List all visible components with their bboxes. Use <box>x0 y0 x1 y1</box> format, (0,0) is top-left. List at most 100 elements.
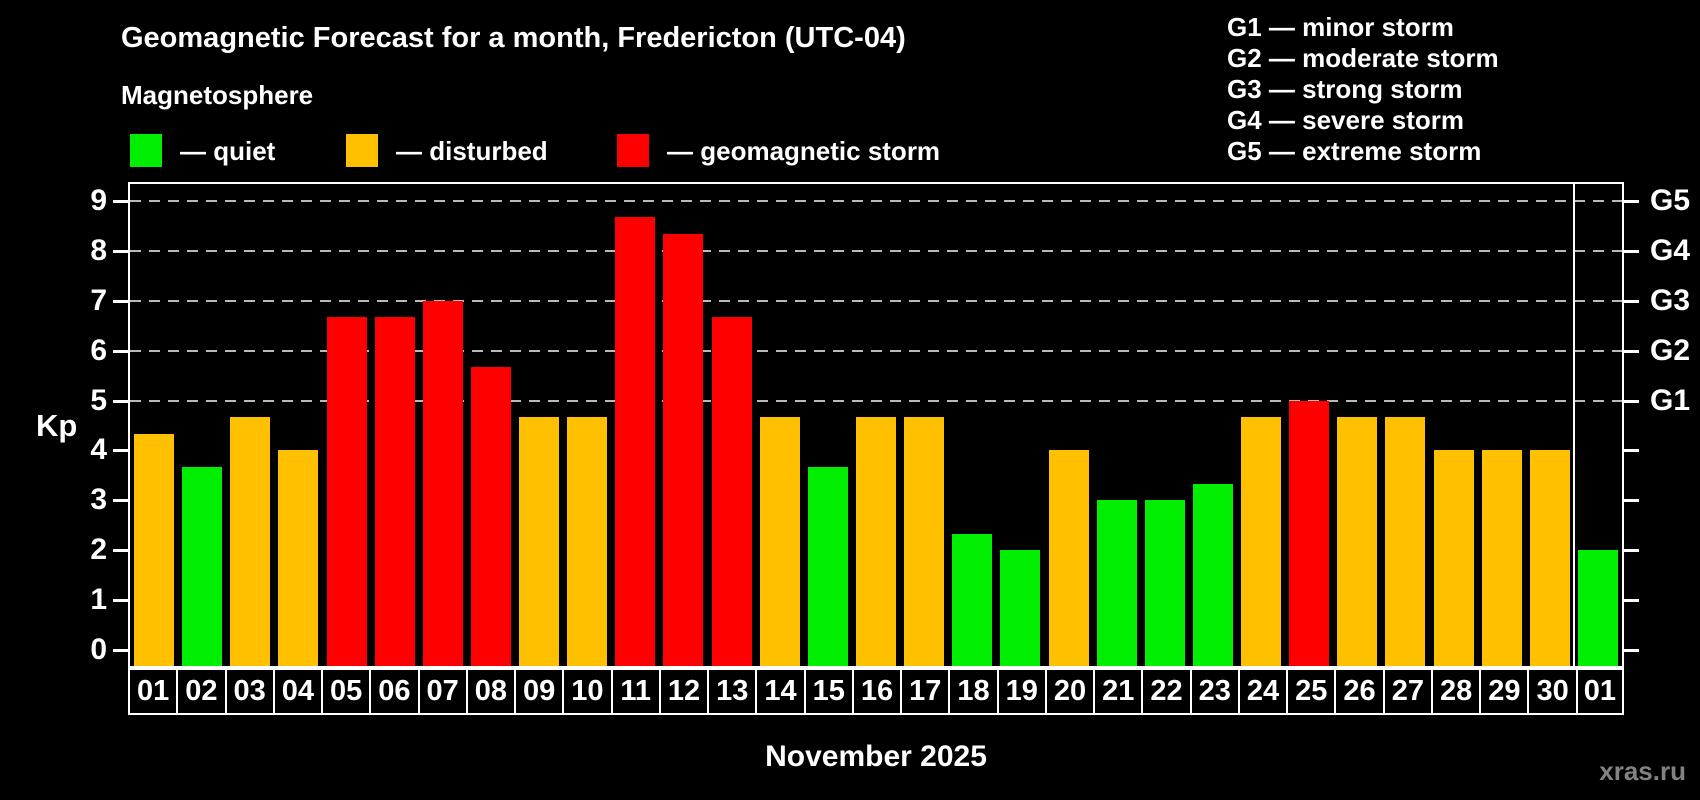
x-axis-day-labels: 01 02 03 04 05 06 07 08 09 10 11 12 13 14 15 16 17 18 19 20… <box>128 668 1624 715</box>
y-tick-left-7 <box>113 299 128 303</box>
bar-day-12 <box>663 234 704 666</box>
g-legend-line-G1: G1 — minor storm <box>1227 12 1454 42</box>
month-boundary-line <box>1572 184 1575 666</box>
x-label-29: 29 <box>1479 668 1530 715</box>
legend-swatch-quiet <box>130 134 162 167</box>
y-tick-left-3 <box>113 499 128 503</box>
x-label-14: 14 <box>755 668 806 715</box>
x-label-15: 15 <box>803 668 854 715</box>
bar-day-13 <box>711 317 752 666</box>
bar-day-16 <box>856 417 896 666</box>
bar-day-20 <box>1048 450 1089 666</box>
bar-day-02 <box>182 466 223 666</box>
g-scale-legend: G1 — minor storm G2 — moderate storm G3 — … <box>1227 12 1499 167</box>
legend-swatch-disturbed <box>346 134 378 167</box>
x-label-07: 07 <box>417 668 468 715</box>
legend-label-storm: — geomagnetic storm <box>667 136 941 166</box>
chart-title: Geomagnetic Forecast for a month, Freder… <box>121 22 906 54</box>
g-legend-line-G3: G3 — strong storm <box>1227 74 1463 104</box>
x-label-26: 26 <box>1334 668 1385 715</box>
x-label-09: 09 <box>514 668 565 715</box>
x-label-03: 03 <box>224 668 275 715</box>
y-tick-right-2 <box>1624 549 1639 553</box>
bar-day-26 <box>1337 417 1378 666</box>
bar-day-14 <box>759 417 800 666</box>
y-tick-left-4 <box>113 449 128 453</box>
y-tick-left-6 <box>113 349 128 353</box>
y-tick-left-9 <box>113 199 128 203</box>
bar-day-08 <box>470 367 511 666</box>
gridline-kp9 <box>130 199 1622 202</box>
g-legend-line-G4: G4 — severe storm <box>1227 105 1465 135</box>
x-label-10: 10 <box>562 668 613 715</box>
gridline-kp6 <box>130 349 1622 352</box>
g-legend-line-G2: G2 — moderate storm <box>1227 43 1499 73</box>
x-label-02: 02 <box>176 668 227 715</box>
bar-day-04 <box>278 450 319 666</box>
x-label-next-01: 01 <box>1575 668 1624 715</box>
y-tick-label-1: 1 <box>90 583 107 617</box>
gridline-kp7 <box>130 299 1622 302</box>
bar-day-11 <box>615 217 656 666</box>
bar-day-30 <box>1529 450 1570 666</box>
x-label-27: 27 <box>1382 668 1433 715</box>
y-tick-left-0 <box>113 649 128 653</box>
x-axis-month-label: November 2025 <box>765 740 987 773</box>
y-tick-label-6: 6 <box>90 333 107 367</box>
y-tick-left-2 <box>113 549 128 553</box>
bar-day-03 <box>230 417 271 666</box>
x-label-21: 21 <box>1093 668 1144 715</box>
bar-day-21 <box>1096 500 1137 666</box>
y-tick-left-8 <box>113 249 128 253</box>
y-tick-right-6 <box>1624 349 1639 353</box>
x-label-20: 20 <box>1044 668 1096 715</box>
bar-day-09 <box>519 417 560 666</box>
y-tick-left-5 <box>113 399 128 403</box>
x-label-08: 08 <box>465 668 517 715</box>
g-axis-label-G3: G3 <box>1650 283 1691 317</box>
bar-day-24 <box>1241 417 1282 666</box>
y-tick-right-8 <box>1624 249 1639 253</box>
y-tick-label-4: 4 <box>90 433 107 467</box>
bar-day-17 <box>904 417 945 666</box>
bar-day-18 <box>952 533 993 666</box>
g-axis-label-G5: G5 <box>1650 183 1691 217</box>
y-tick-right-1 <box>1624 599 1639 603</box>
x-label-01: 01 <box>128 668 179 715</box>
bar-day-01 <box>1577 550 1618 666</box>
x-label-24: 24 <box>1237 668 1289 715</box>
x-label-23: 23 <box>1189 668 1240 715</box>
x-label-30: 30 <box>1527 668 1578 715</box>
legend-label-disturbed: — disturbed <box>396 136 548 166</box>
y-tick-right-9 <box>1624 199 1639 203</box>
chart-subtitle: Magnetosphere <box>121 80 314 110</box>
x-label-22: 22 <box>1141 668 1192 715</box>
y-tick-right-5 <box>1624 399 1639 403</box>
bar-day-10 <box>567 417 608 666</box>
bar-day-01 <box>134 433 175 666</box>
bar-day-23 <box>1192 483 1233 666</box>
x-label-13: 13 <box>707 668 758 715</box>
bar-day-25 <box>1289 400 1330 666</box>
bar-day-28 <box>1433 450 1474 666</box>
y-tick-label-5: 5 <box>90 383 107 417</box>
g-axis-label-G1: G1 <box>1650 383 1691 417</box>
legend-swatch-storm <box>617 134 649 167</box>
g-legend-line-G5: G5 — extreme storm <box>1227 136 1482 166</box>
g-axis-label-G4: G4 <box>1650 233 1691 267</box>
x-label-17: 17 <box>900 668 951 715</box>
y-tick-right-3 <box>1624 499 1639 503</box>
y-tick-label-3: 3 <box>90 483 107 517</box>
x-label-11: 11 <box>610 668 661 715</box>
y-axis-title: Kp <box>36 408 78 443</box>
bar-day-06 <box>374 317 415 666</box>
x-label-05: 05 <box>321 668 372 715</box>
bar-day-15 <box>807 466 848 666</box>
y-tick-label-9: 9 <box>90 183 107 217</box>
y-tick-label-8: 8 <box>90 233 107 267</box>
x-label-19: 19 <box>996 668 1047 715</box>
gridline-kp8 <box>130 249 1622 252</box>
x-label-06: 06 <box>369 668 420 715</box>
y-tick-label-2: 2 <box>90 533 107 567</box>
